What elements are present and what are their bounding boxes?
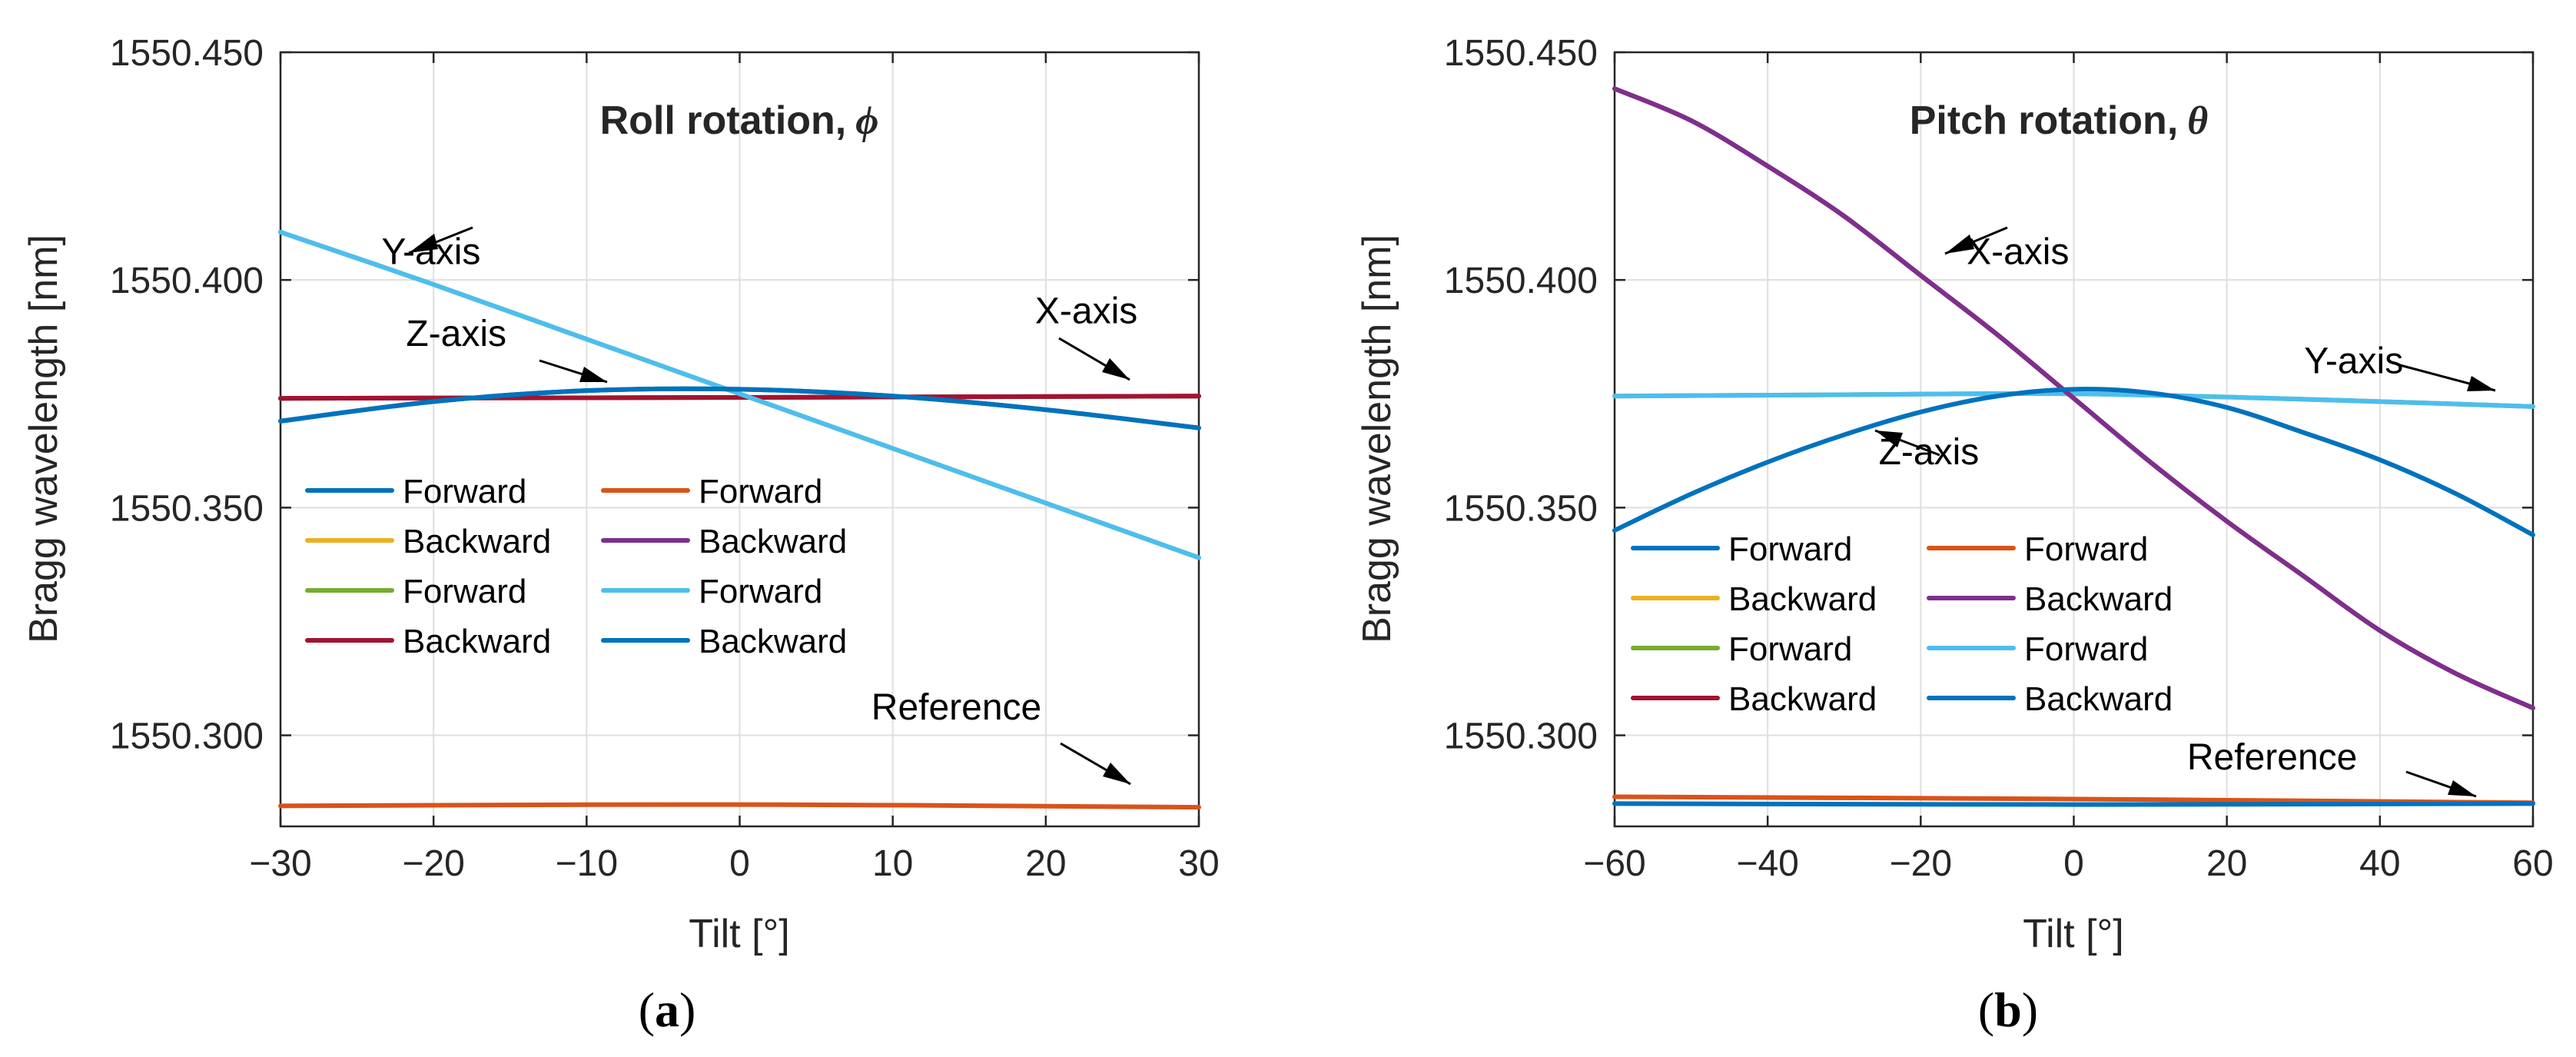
panel-b-xtick-label: 0 xyxy=(2063,843,2084,884)
panel-b-xtick-label: −60 xyxy=(1583,843,1645,884)
annotation-arrowhead xyxy=(1103,763,1130,784)
panel-b-series-reference-backward xyxy=(1612,801,2535,807)
panel-b-series-z-forward xyxy=(1612,387,2535,537)
legend-label: Forward xyxy=(699,573,822,610)
panel-a-ytick-label: 1550.450 xyxy=(110,33,264,74)
panel-b-series-x-backward xyxy=(1612,86,2535,710)
panel-a-series-y-backward xyxy=(278,229,1201,560)
annotation-label: Reference xyxy=(871,687,1041,728)
panel-a-ytick-label: 1550.300 xyxy=(110,716,264,757)
panel-a-y-tick-labels: 1550.300 1550.350 1550.400 1550.450 xyxy=(110,33,264,757)
legend-label: Backward xyxy=(1728,680,1877,718)
panel-a-x-tick-labels: −30 −20 −10 0 10 20 30 xyxy=(249,843,1219,884)
panel-b-x-tick-labels: −60 −40 −20 0 20 40 60 xyxy=(1583,843,2553,884)
panel-b-x-axis-label: Tilt [°] xyxy=(2023,912,2124,956)
panel-a-series-x-forward xyxy=(278,394,1201,401)
annotation-arrowhead xyxy=(2448,780,2476,796)
panel-b-title-text: Pitch rotation, xyxy=(1910,98,2179,143)
panel-b-title: Pitch rotation, θ xyxy=(1910,98,2209,143)
panel-a-sublabel-letter: a xyxy=(655,982,679,1037)
panel-a-y-axis-label: Bragg wavelength [nm] xyxy=(22,234,66,643)
annotation-label: X-axis xyxy=(1035,291,1137,331)
panel-b-xtick-label: 20 xyxy=(2206,843,2247,884)
panel-a-title-symbol: ϕ xyxy=(855,99,878,143)
legend-label: Forward xyxy=(2024,530,2148,568)
panel-a-series xyxy=(278,229,1201,810)
panel-b-series-y-backward xyxy=(1612,391,2535,409)
legend-label: Backward xyxy=(403,623,551,660)
panel-b-annotations: X-axis Y-axis Z-axis Reference xyxy=(1874,226,2496,798)
panel-a-xtick-label: 10 xyxy=(872,843,913,884)
annotation-label: Reference xyxy=(2187,737,2357,778)
panel-a-x-axis-label: Tilt [°] xyxy=(689,912,790,956)
panel-b-xtick-label: −40 xyxy=(1736,843,1798,884)
panel-b-sublabel-letter: b xyxy=(1994,982,2022,1037)
legend-label: Forward xyxy=(403,573,526,610)
panel-b-xtick-label: −20 xyxy=(1890,843,1952,884)
panel-a-xtick-label: −10 xyxy=(556,843,618,884)
legend-label: Backward xyxy=(2024,680,2173,718)
panel-a-xtick-label: 0 xyxy=(729,843,750,884)
legend-label: Forward xyxy=(699,473,822,510)
panel-a-xtick-label: 20 xyxy=(1025,843,1066,884)
panel-b-xtick-label: 40 xyxy=(2359,843,2400,884)
annotation-arrowhead xyxy=(1945,234,1974,254)
panel-b-ytick-label: 1550.300 xyxy=(1444,716,1598,757)
annotation-arrowhead xyxy=(1875,430,1903,447)
panel-a-gridlines xyxy=(280,52,1200,826)
annotation-arrowhead xyxy=(2467,376,2495,391)
panel-a-legend: Forward Forward Backward Backward Forwar… xyxy=(305,473,847,660)
legend-label: Forward xyxy=(403,473,526,510)
panel-a-ytick-label: 1550.400 xyxy=(110,261,264,301)
annotation-arrowhead xyxy=(1102,358,1130,380)
panel-a-ytick-label: 1550.350 xyxy=(110,488,264,529)
annotation-label: Y-axis xyxy=(2304,341,2403,382)
panel-b-ytick-label: 1550.400 xyxy=(1444,261,1598,301)
panel-b-legend: Forward Forward Backward Backward Forwar… xyxy=(1631,530,2173,718)
panel-b-tick-marks xyxy=(1613,51,2535,826)
legend-label: Forward xyxy=(2024,630,2148,668)
panel-b-sublabel: (b) xyxy=(1978,982,2038,1037)
panel-a-xtick-label: −30 xyxy=(249,843,311,884)
panel-b-y-axis-label: Bragg wavelength [nm] xyxy=(1355,234,1399,643)
annotation-arrowhead xyxy=(409,234,438,253)
legend-label: Forward xyxy=(1728,630,1852,668)
panel-b-pitch-rotation: −60 −40 −20 0 20 40 60 1550.300 1550.350… xyxy=(1355,33,2554,1037)
panel-a-roll-rotation: −30 −20 −10 0 10 20 30 1550.300 1550.350… xyxy=(22,33,1220,1037)
legend-label: Backward xyxy=(2024,580,2173,618)
legend-label: Backward xyxy=(699,623,847,660)
panel-a-xtick-label: 30 xyxy=(1178,843,1219,884)
panel-a-title-text: Roll rotation, xyxy=(600,98,847,143)
panel-a-series-z-backward xyxy=(278,386,1201,430)
panel-b-y-tick-labels: 1550.300 1550.350 1550.400 1550.450 xyxy=(1444,33,1598,757)
panel-a-sublabel: (a) xyxy=(639,982,696,1037)
panel-b-ytick-label: 1550.350 xyxy=(1444,488,1598,529)
panel-b-series xyxy=(1612,86,2535,807)
panel-b-ytick-label: 1550.450 xyxy=(1444,33,1598,74)
legend-label: Forward xyxy=(1728,530,1852,568)
panel-a-annotations: Y-axis X-axis Z-axis Reference xyxy=(381,226,1137,786)
panel-a-tick-marks xyxy=(279,51,1200,826)
annotation-arrowhead xyxy=(579,367,607,382)
legend-label: Backward xyxy=(1728,580,1877,618)
legend-label: Backward xyxy=(699,523,847,560)
panel-b-xtick-label: 60 xyxy=(2512,843,2553,884)
legend-label: Backward xyxy=(403,523,551,560)
annotation-label: Z-axis xyxy=(406,314,506,354)
panel-a-xtick-label: −20 xyxy=(402,843,464,884)
panel-a-series-reference-backward xyxy=(278,802,1201,810)
panel-a-title: Roll rotation, ϕ xyxy=(600,98,879,143)
panel-b-title-symbol: θ xyxy=(2187,99,2208,143)
